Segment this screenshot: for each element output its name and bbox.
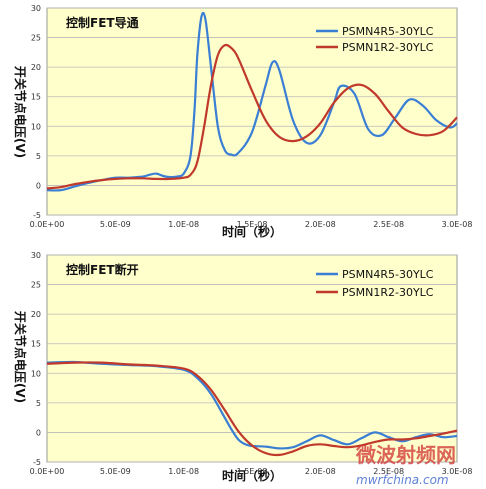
- legend-label-1-2: PSMN1R2-30YLC: [342, 41, 434, 54]
- series-line-1-2: [46, 43, 458, 190]
- chart-panel-1: -5 0 5 10 15 20 25 30 0.0E+00 5.0E-09 1.0E-08 1.5E…: [13, 4, 472, 239]
- series-line-1-1: [46, 11, 458, 192]
- legend-1: PSMN4R5-30YLC PSMN1R2-30YLC: [316, 25, 434, 54]
- x-tick-label-2-5: 2.5E-08: [373, 467, 404, 476]
- y-tick-label-1-6: 25: [31, 34, 41, 43]
- y-tick-label-1-1: 0: [36, 181, 41, 190]
- x-tick-label-1-3: 1.5E-08: [237, 220, 268, 229]
- x-tick-label-1-5: 2.5E-08: [373, 220, 404, 229]
- plot-area-2: [46, 254, 458, 463]
- x-tick-label-1-2: 1.0E-08: [168, 220, 199, 229]
- chart-title-2: 控制FET断开: [66, 262, 139, 277]
- y-axis-label-2: 开关节点电压(V): [13, 311, 28, 403]
- x-tick-label-2-4: 2.0E-08: [305, 467, 336, 476]
- legend-label-2-2: PSMN1R2-30YLC: [342, 286, 434, 299]
- y-tick-label-2-1: 0: [36, 428, 41, 437]
- x-axis-label-1: 时间（秒）: [222, 224, 282, 239]
- y-tick-label-1-3: 10: [31, 122, 41, 131]
- y-tick-label-2-6: 25: [31, 281, 41, 290]
- x-tick-label-2-1: 5.0E-09: [100, 467, 131, 476]
- y-tick-label-2-0: -5: [33, 458, 41, 467]
- x-tick-labels-1: 0.0E+00 5.0E-09 1.0E-08 1.5E-08 2.0E-08 2.5E-…: [30, 220, 473, 229]
- y-axis-label-1: 开关节点电压(V): [13, 66, 28, 158]
- grid-1: [47, 7, 457, 216]
- legend-label-2-1: PSMN4R5-30YLC: [342, 268, 434, 281]
- x-tick-label-1-0: 0.0E+00: [30, 220, 65, 229]
- x-tick-label-1-4: 2.0E-08: [305, 220, 336, 229]
- watermark-url: mwrfchina.com: [356, 473, 449, 487]
- x-tick-label-2-3: 1.5E-08: [237, 467, 268, 476]
- x-tick-label-2-0: 0.0E+00: [30, 467, 65, 476]
- y-tick-label-2-2: 5: [36, 399, 41, 408]
- x-tick-label-1-6: 3.0E-08: [442, 220, 473, 229]
- watermark: 微波射频网 mwrfchina.com: [355, 443, 456, 487]
- series-lines-2: [46, 360, 458, 457]
- y-tick-labels-1: -5 0 5 10 15 20 25 30: [31, 4, 41, 220]
- x-tick-label-1-1: 5.0E-09: [100, 220, 131, 229]
- y-tick-label-2-7: 30: [31, 251, 41, 260]
- watermark-text: 微波射频网: [355, 443, 456, 467]
- y-tick-label-2-3: 10: [31, 369, 41, 378]
- y-tick-label-1-0: -5: [33, 211, 41, 220]
- grid-2: [47, 254, 457, 463]
- x-tick-label-2-2: 1.0E-08: [168, 467, 199, 476]
- y-tick-label-1-4: 15: [31, 93, 41, 102]
- x-axis-label-2: 时间（秒）: [222, 468, 282, 483]
- y-tick-labels-2: -5 0 5 10 15 20 25 30: [31, 251, 41, 467]
- y-tick-label-2-5: 20: [31, 310, 41, 319]
- y-tick-label-2-4: 15: [31, 340, 41, 349]
- chart-title-1: 控制FET导通: [66, 15, 139, 30]
- plot-area-1: [46, 7, 458, 216]
- y-tick-label-1-5: 20: [31, 63, 41, 72]
- y-tick-label-1-2: 5: [36, 152, 41, 161]
- series-lines-1: [46, 11, 458, 192]
- x-tick-label-2-6: 3.0E-08: [442, 467, 473, 476]
- chart-panel-2: -5 0 5 10 15 20 25 30 0.0E+00 5.0E-09 1.0E-08 1.5E…: [13, 251, 472, 483]
- series-line-2-2: [46, 361, 458, 457]
- legend-2: PSMN4R5-30YLC PSMN1R2-30YLC: [316, 268, 434, 299]
- y-tick-label-1-7: 30: [31, 4, 41, 13]
- x-tick-labels-2: 0.0E+00 5.0E-09 1.0E-08 1.5E-08 2.0E-08 2.5E-…: [30, 467, 473, 476]
- legend-label-1-1: PSMN4R5-30YLC: [342, 25, 434, 38]
